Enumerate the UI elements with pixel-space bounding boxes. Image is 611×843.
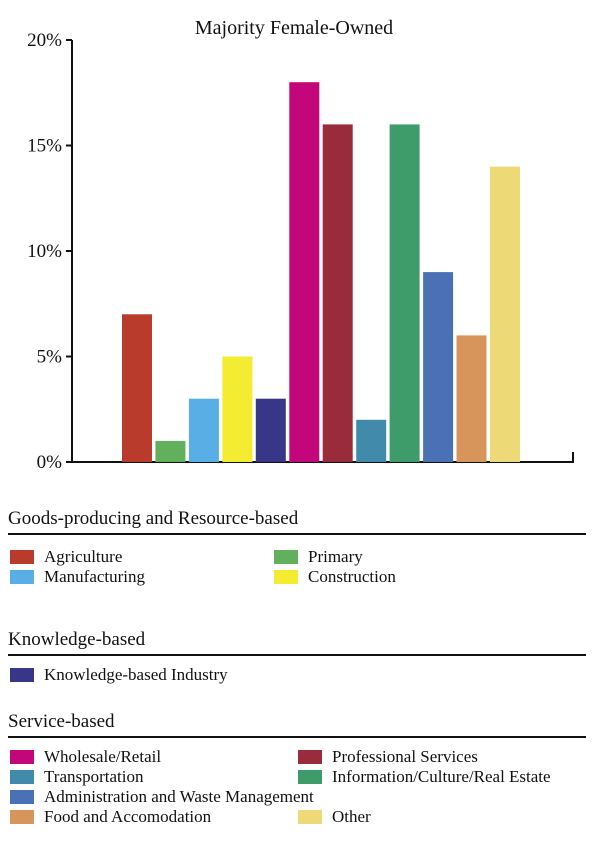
- legend-item-manufacturing: Manufacturing: [10, 567, 145, 587]
- bar-professional-services: [322, 124, 353, 463]
- legend-group-goods: Goods-producing and Resource-based Agric…: [8, 508, 586, 586]
- bar-construction: [222, 356, 253, 462]
- legend-label: Other: [332, 807, 371, 826]
- legend-group-title: Knowledge-based: [8, 629, 586, 656]
- legend-swatch: [10, 790, 34, 804]
- y-tick-label: 0%: [37, 452, 63, 473]
- legend-group-title: Service-based: [8, 711, 586, 738]
- legend-group-service: Service-based Wholesale/Retail Professio…: [8, 711, 586, 828]
- legend-group-knowledge: Knowledge-based Knowledge-based Industry: [8, 629, 586, 684]
- y-tick-label: 20%: [27, 30, 62, 51]
- legend-item-professional-services: Professional Services: [298, 747, 478, 767]
- legend-item-other: Other: [298, 807, 371, 827]
- legend-swatch: [298, 750, 322, 764]
- legend-group-title: Goods-producing and Resource-based: [8, 508, 586, 535]
- legend-swatch: [10, 750, 34, 764]
- legend-swatch: [10, 810, 34, 824]
- legend-label: Construction: [308, 567, 396, 586]
- legend-label: Primary: [308, 547, 363, 566]
- bar-food-and-accomodation: [456, 335, 487, 462]
- legend-swatch: [10, 550, 34, 564]
- y-tick-label: 15%: [27, 136, 62, 157]
- legend-item-food-accomodation: Food and Accomodation: [10, 807, 211, 827]
- legend-label: Administration and Waste Management: [44, 787, 314, 806]
- legend-swatch: [10, 668, 34, 682]
- bar-information-culture-real-estate: [389, 124, 420, 463]
- legend-label: Professional Services: [332, 747, 478, 766]
- legend-label: Agriculture: [44, 547, 123, 566]
- legend-label: Information/Culture/Real Estate: [332, 767, 551, 786]
- legend-item-administration-waste: Administration and Waste Management: [10, 787, 314, 807]
- legend-item-agriculture: Agriculture: [10, 547, 122, 567]
- chart-title: Majority Female-Owned: [195, 17, 393, 39]
- legend-swatch: [274, 550, 298, 564]
- bar-other: [490, 166, 520, 462]
- legend-label: Food and Accomodation: [44, 807, 212, 826]
- legend-item-information-culture-real-estate: Information/Culture/Real Estate: [298, 767, 551, 787]
- legend-swatch: [10, 770, 34, 784]
- legend-item-primary: Primary: [274, 547, 363, 567]
- legend-label: Manufacturing: [44, 567, 146, 586]
- legend-item-construction: Construction: [274, 567, 396, 587]
- legend-swatch: [274, 570, 298, 584]
- bar-knowledge-based-industry: [255, 398, 286, 462]
- bar-primary: [155, 440, 186, 462]
- legend-swatch: [298, 810, 322, 824]
- legend-label: Transportation: [44, 767, 144, 786]
- legend-item-transportation: Transportation: [10, 767, 144, 787]
- bar-chart: Majority Female-Owned 0% 5% 10% 15% 20%: [27, 17, 574, 473]
- legend-swatch: [10, 570, 34, 584]
- bar-transportation: [356, 419, 387, 462]
- y-tick-label: 10%: [27, 241, 62, 262]
- legend-label: Wholesale/Retail: [44, 747, 162, 766]
- legend-swatch: [298, 770, 322, 784]
- bar-wholesale-retail: [289, 82, 320, 462]
- bar-administration-and-waste-management: [423, 272, 454, 462]
- legend-label: Knowledge-based Industry: [44, 665, 228, 684]
- y-tick-label: 5%: [37, 347, 63, 368]
- bar-manufacturing: [188, 398, 219, 462]
- legend-item-wholesale-retail: Wholesale/Retail: [10, 747, 161, 767]
- bar-agriculture: [122, 314, 152, 462]
- legend-item-knowledge-industry: Knowledge-based Industry: [10, 665, 228, 685]
